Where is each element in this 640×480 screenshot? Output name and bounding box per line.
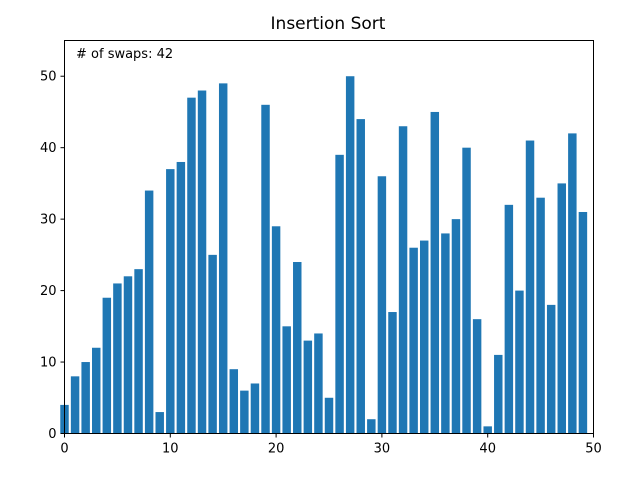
y-tick-label-10: 10: [40, 356, 57, 371]
bar-22: [293, 262, 302, 434]
bar-38: [462, 147, 471, 434]
bar-30: [377, 176, 387, 434]
bars-group: [60, 76, 588, 434]
bar-5: [113, 283, 122, 434]
bar-44: [525, 140, 535, 434]
bar-48: [568, 133, 577, 434]
bar-31: [388, 312, 397, 434]
bar-28: [356, 119, 365, 434]
y-tick-label-30: 30: [40, 213, 57, 228]
bar-49: [578, 211, 588, 434]
x-tick-label-40: 40: [479, 442, 496, 457]
chart-title: Insertion Sort: [271, 14, 386, 34]
bar-17: [240, 390, 249, 434]
bar-4: [102, 297, 112, 434]
bar-32: [398, 126, 408, 434]
bar-3: [92, 347, 101, 434]
bar-12: [187, 97, 196, 434]
bar-2: [81, 362, 90, 434]
bar-39: [472, 319, 482, 434]
bar-27: [345, 76, 355, 434]
y-tick-label-20: 20: [40, 284, 57, 299]
y-tick-label-0: 0: [48, 427, 56, 442]
bar-9: [155, 412, 164, 434]
bar-46: [546, 304, 556, 434]
swap-count-annotation: # of swaps: 42: [76, 47, 173, 62]
bar-47: [557, 183, 566, 434]
bar-36: [441, 233, 450, 434]
x-tick-label-20: 20: [268, 442, 285, 457]
y-axis: 0 10 20 30 40 50: [40, 70, 65, 442]
bar-15: [218, 83, 228, 434]
bar-42: [504, 204, 514, 434]
x-axis: 0 10 20 30 40 50: [60, 433, 602, 457]
bar-34: [419, 240, 429, 434]
bar-35: [430, 111, 440, 434]
bar-10: [166, 169, 175, 434]
bar-43: [515, 290, 524, 434]
bar-18: [250, 383, 260, 434]
y-tick-label-50: 50: [40, 70, 57, 85]
bar-7: [134, 269, 143, 434]
bar-19: [261, 104, 270, 434]
bar-21: [282, 326, 291, 434]
x-tick-label-10: 10: [162, 442, 179, 457]
bar-23: [303, 340, 313, 434]
bar-13: [197, 90, 207, 434]
bar-41: [494, 354, 503, 434]
bar-1: [70, 376, 80, 434]
bar-25: [324, 397, 334, 434]
bar-8: [144, 190, 154, 434]
x-tick-label-0: 0: [60, 442, 68, 457]
x-tick-label-30: 30: [374, 442, 391, 457]
bar-29: [367, 419, 376, 434]
bar-14: [208, 254, 217, 434]
plot-frame: [64, 40, 594, 434]
bar-33: [409, 247, 418, 434]
bar-40: [483, 426, 492, 434]
bar-16: [229, 369, 239, 434]
bar-37: [451, 219, 461, 434]
bar-26: [335, 154, 344, 434]
bar-24: [314, 333, 323, 434]
bar-20: [271, 226, 281, 434]
x-tick-label-50: 50: [585, 442, 602, 457]
bar-45: [536, 197, 545, 434]
bar-6: [123, 276, 133, 434]
bar-11: [176, 161, 186, 434]
y-tick-label-40: 40: [40, 141, 57, 156]
